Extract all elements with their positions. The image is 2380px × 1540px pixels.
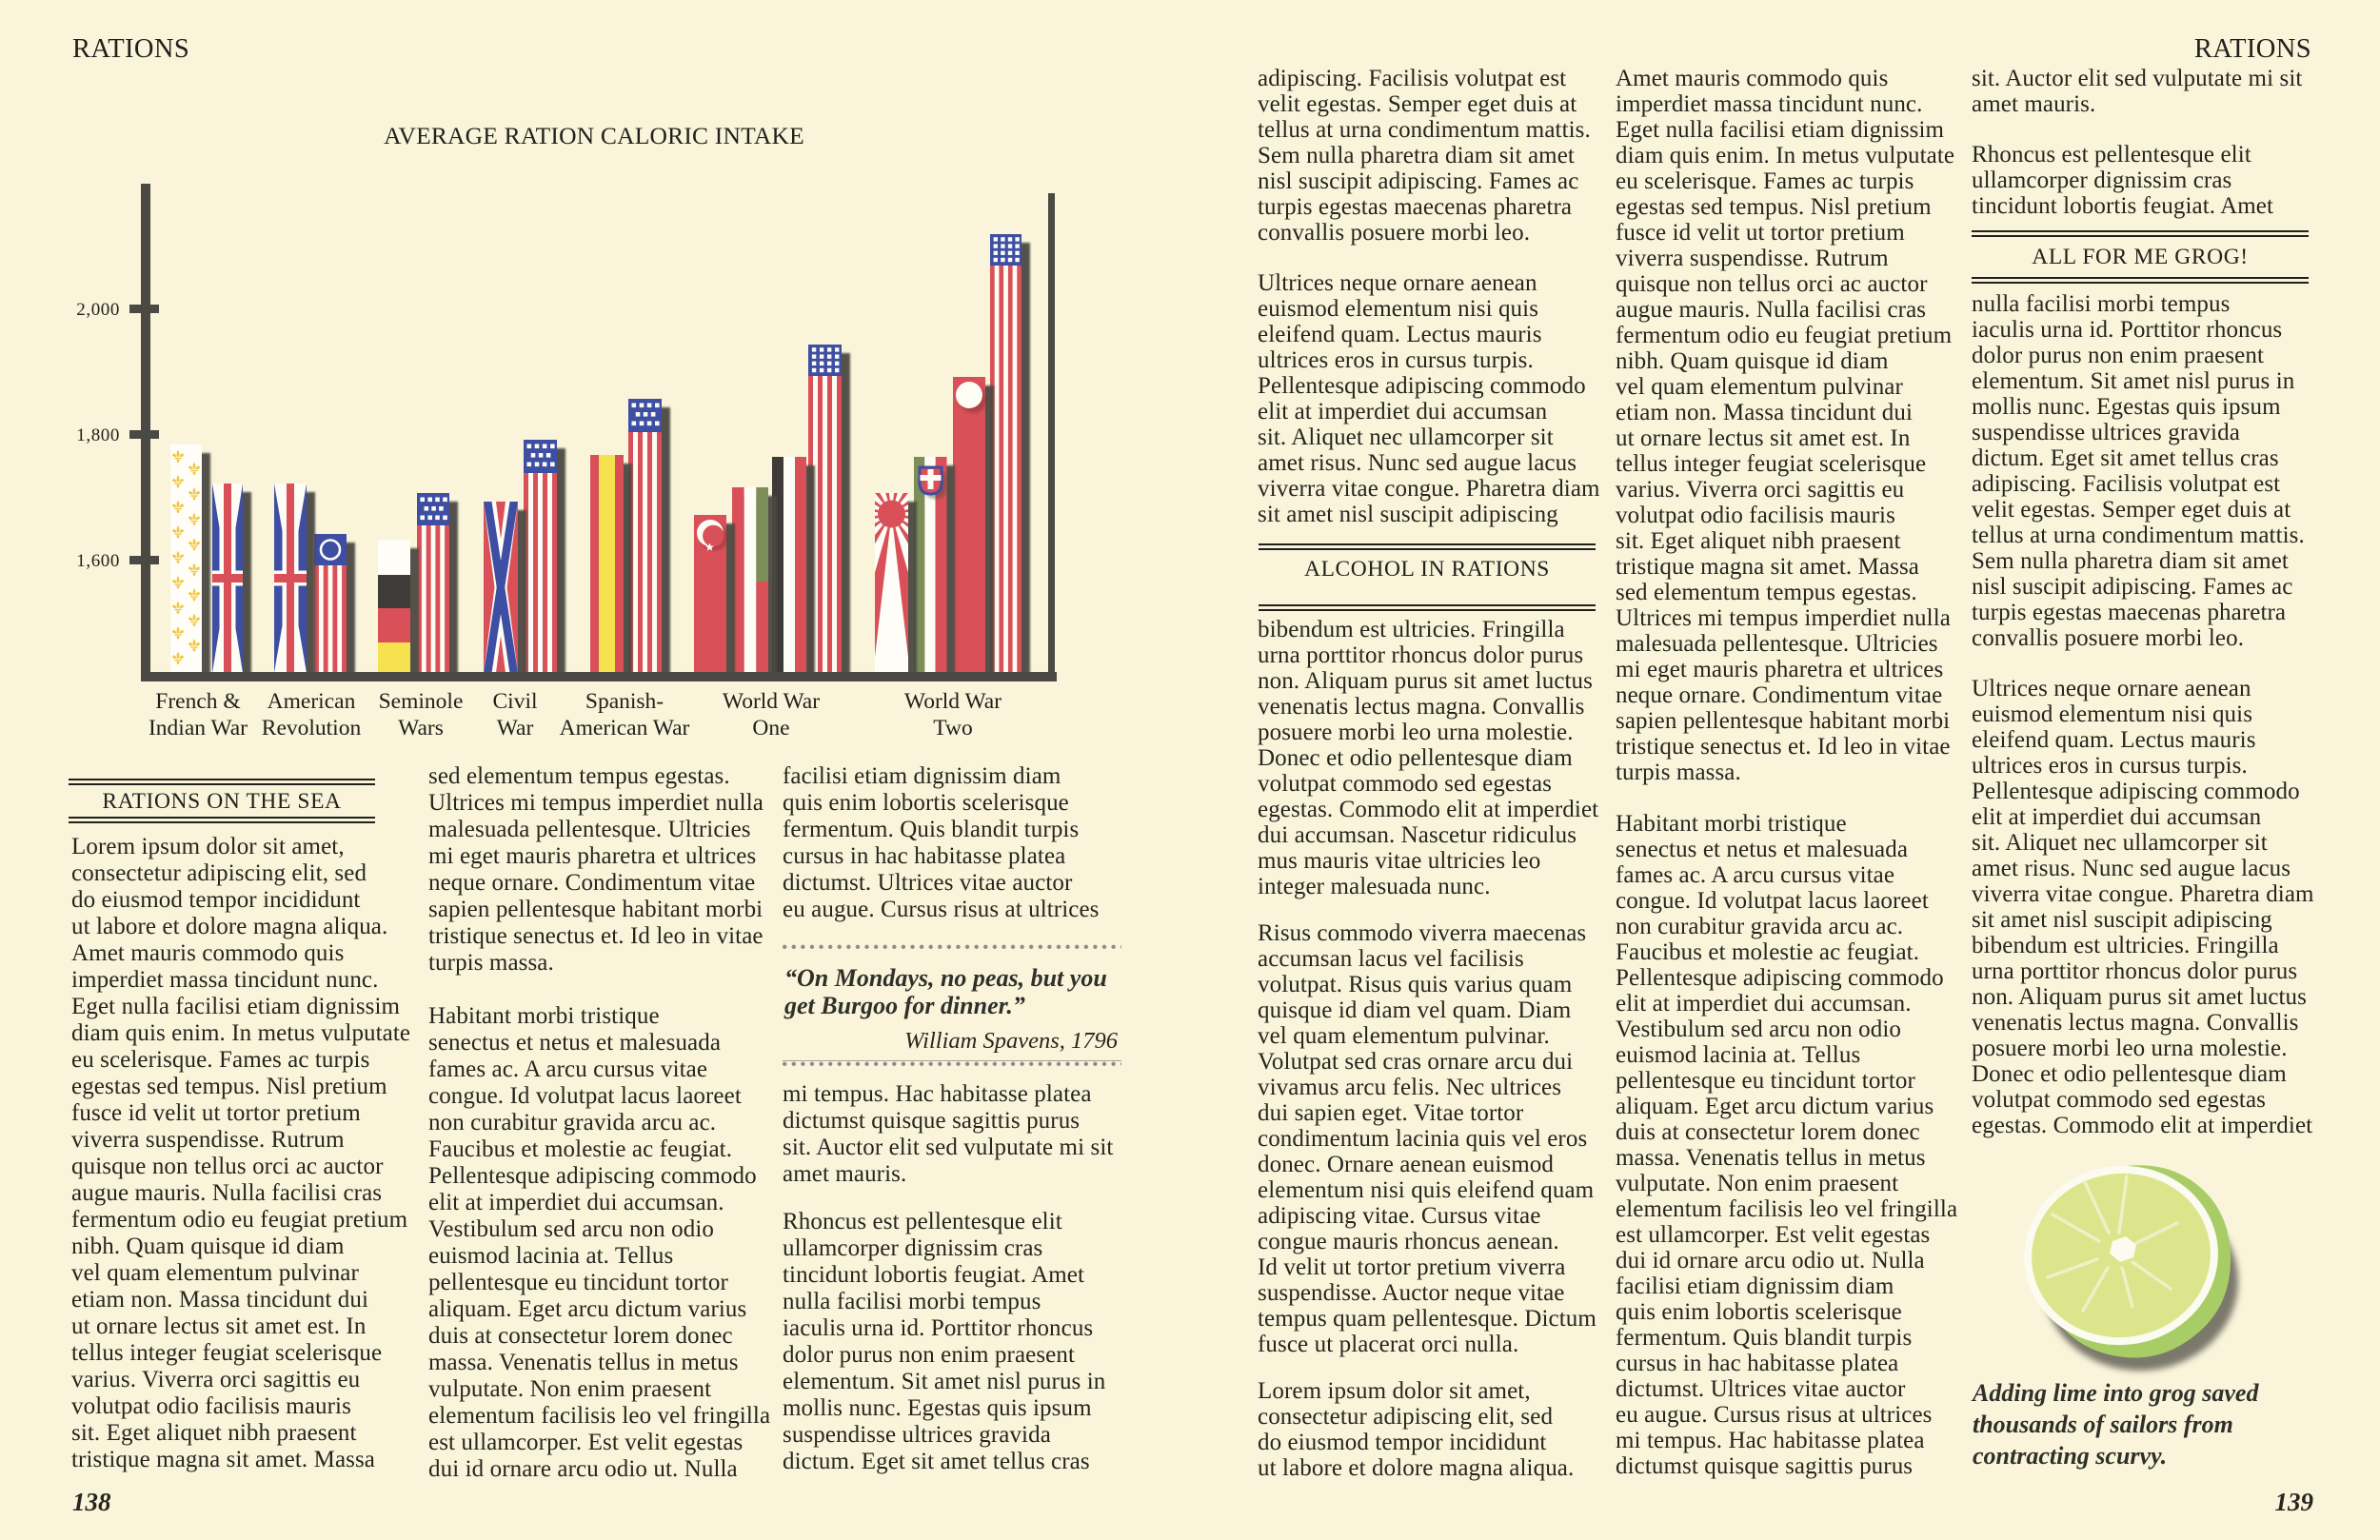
svg-text:1,800: 1,800	[76, 425, 120, 445]
svg-text:American War: American War	[560, 716, 690, 740]
svg-text:Revolution: Revolution	[262, 716, 362, 740]
svg-text:AVERAGE RATION CALORIC INTAKE: AVERAGE RATION CALORIC INTAKE	[384, 122, 804, 149]
svg-text:Indian War: Indian War	[149, 716, 248, 740]
svg-text:Spanish-: Spanish-	[585, 689, 664, 714]
svg-text:War: War	[497, 716, 534, 740]
svg-text:One: One	[752, 716, 789, 740]
svg-text:1,600: 1,600	[76, 551, 120, 571]
svg-text:Two: Two	[933, 716, 972, 740]
svg-text:World War: World War	[904, 689, 1002, 714]
svg-text:French &: French &	[155, 689, 240, 714]
svg-text:American: American	[268, 689, 356, 714]
svg-text:Seminole: Seminole	[379, 689, 464, 714]
svg-text:2,000: 2,000	[76, 300, 120, 320]
svg-text:World War: World War	[723, 689, 820, 714]
svg-text:Civil: Civil	[492, 689, 537, 714]
svg-text:Wars: Wars	[398, 716, 444, 740]
